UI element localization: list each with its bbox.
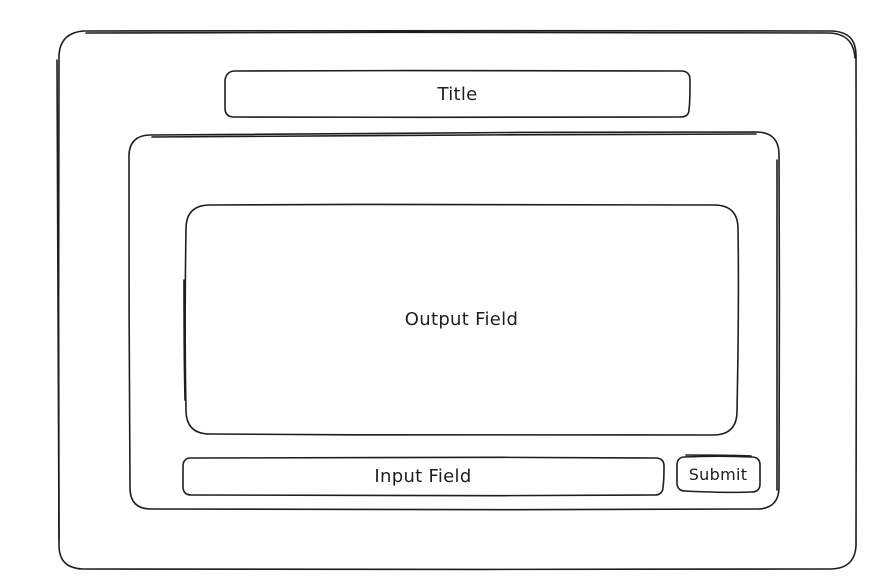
output-field-label: Output Field: [404, 309, 519, 330]
output-field: Output Field: [185, 204, 738, 435]
title-bar: Title: [225, 70, 690, 118]
submit-button-label: Submit: [688, 464, 748, 484]
input-field[interactable]: Input Field: [182, 457, 664, 495]
input-field-label: Input Field: [374, 465, 472, 487]
page-title: Title: [437, 83, 478, 105]
submit-button[interactable]: Submit: [676, 456, 760, 492]
